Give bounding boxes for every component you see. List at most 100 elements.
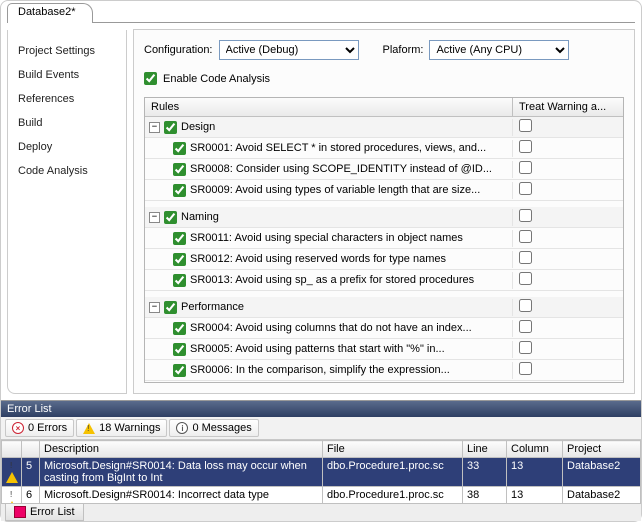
col-num[interactable]: [22, 441, 40, 458]
group-checkbox[interactable]: [164, 121, 177, 134]
rule-row[interactable]: SR0006: In the comparison, simplify the …: [145, 360, 623, 381]
rule-row[interactable]: SR0008: Consider using SCOPE_IDENTITY in…: [145, 159, 623, 180]
error-table-header: Description File Line Column Project: [2, 441, 641, 458]
treat-warning-checkbox[interactable]: [519, 182, 532, 195]
filter-warnings-button[interactable]: 18 Warnings: [76, 419, 167, 437]
col-column[interactable]: Column: [507, 441, 563, 458]
treat-warning-checkbox[interactable]: [519, 140, 532, 153]
treat-warning-checkbox[interactable]: [519, 272, 532, 285]
configuration-select[interactable]: Active (Debug): [219, 40, 359, 60]
group-checkbox[interactable]: [164, 301, 177, 314]
bottom-tabs: Error List: [1, 504, 641, 521]
rule-checkbox[interactable]: [173, 253, 186, 266]
treat-warning-checkbox[interactable]: [519, 251, 532, 264]
platform-label: Plaform:: [383, 44, 424, 56]
bottom-tab-error-list[interactable]: Error List: [5, 504, 84, 521]
rule-label: SR0006: In the comparison, simplify the …: [190, 364, 450, 376]
sidebar-item-project-settings[interactable]: Project Settings: [8, 39, 126, 63]
error-list-filters: × 0 Errors 18 Warnings i 0 Messages: [1, 417, 641, 440]
collapse-icon[interactable]: −: [149, 122, 160, 133]
filter-errors-button[interactable]: × 0 Errors: [5, 419, 74, 437]
settings-window: Database2* Project Settings Build Events…: [0, 0, 642, 522]
row-description: Microsoft.Design#SR0014: Incorrect data …: [40, 487, 323, 504]
body: Project Settings Build Events References…: [1, 23, 641, 400]
col-line[interactable]: Line: [463, 441, 507, 458]
rule-row[interactable]: SR0011: Avoid using special characters i…: [145, 228, 623, 249]
error-row[interactable]: 6Microsoft.Design#SR0014: Incorrect data…: [2, 487, 641, 504]
tab-underline: [7, 22, 635, 23]
rule-row[interactable]: SR0004: Avoid using columns that do not …: [145, 318, 623, 339]
col-description[interactable]: Description: [40, 441, 323, 458]
rule-checkbox[interactable]: [173, 322, 186, 335]
group-label: Design: [181, 121, 215, 133]
rule-checkbox[interactable]: [173, 232, 186, 245]
warning-icon: [83, 423, 95, 434]
rule-checkbox[interactable]: [173, 364, 186, 377]
rule-label: SR0011: Avoid using special characters i…: [190, 232, 463, 244]
row-num: 5: [22, 458, 40, 487]
treat-warning-checkbox[interactable]: [519, 362, 532, 375]
sidebar-item-build-events[interactable]: Build Events: [8, 63, 126, 87]
rule-label: SR0008: Consider using SCOPE_IDENTITY in…: [190, 163, 492, 175]
col-icon[interactable]: [2, 441, 22, 458]
message-icon: i: [176, 422, 188, 434]
group-checkbox[interactable]: [164, 211, 177, 224]
row-file: dbo.Procedure1.proc.sc: [323, 458, 463, 487]
rule-label: SR0001: Avoid SELECT * in stored procedu…: [190, 142, 486, 154]
enable-code-analysis-checkbox[interactable]: [144, 72, 157, 85]
rule-group[interactable]: − Design: [145, 117, 623, 138]
rule-checkbox[interactable]: [173, 184, 186, 197]
treat-warning-checkbox[interactable]: [519, 299, 532, 312]
row-line: 38: [463, 487, 507, 504]
treat-warning-checkbox[interactable]: [519, 341, 532, 354]
row-column: 13: [507, 487, 563, 504]
rule-row[interactable]: SR0013: Avoid using sp_ as a prefix for …: [145, 270, 623, 291]
rules-header-treat[interactable]: Treat Warning a...: [513, 98, 623, 116]
rule-label: SR0009: Avoid using types of variable le…: [190, 184, 480, 196]
rule-row[interactable]: SR0005: Avoid using patterns that start …: [145, 339, 623, 360]
col-project[interactable]: Project: [563, 441, 641, 458]
treat-warning-checkbox[interactable]: [519, 209, 532, 222]
warning-icon: [6, 489, 18, 504]
filter-errors-label: 0 Errors: [28, 422, 67, 434]
sidebar-item-code-analysis[interactable]: Code Analysis: [8, 159, 126, 183]
sidebar-item-build[interactable]: Build: [8, 111, 126, 135]
rule-row[interactable]: SR0012: Avoid using reserved words for t…: [145, 249, 623, 270]
tab-label: Database2*: [18, 6, 76, 18]
error-list-panel: Error List × 0 Errors 18 Warnings i 0 Me…: [1, 400, 641, 521]
rules-body[interactable]: − Design SR0001: Avoid SELECT * in stored …: [145, 117, 623, 382]
rule-row[interactable]: SR0009: Avoid using types of variable le…: [145, 180, 623, 201]
filter-messages-button[interactable]: i 0 Messages: [169, 419, 258, 437]
rules-header-rules[interactable]: Rules: [145, 98, 513, 116]
tab-database2[interactable]: Database2*: [7, 3, 93, 23]
error-row[interactable]: 5Microsoft.Design#SR0014: Data loss may …: [2, 458, 641, 487]
rule-checkbox[interactable]: [173, 163, 186, 176]
rule-checkbox[interactable]: [173, 274, 186, 287]
platform-select[interactable]: Active (Any CPU): [429, 40, 569, 60]
error-table: Description File Line Column Project 5Mi…: [1, 440, 641, 504]
rule-label: SR0013: Avoid using sp_ as a prefix for …: [190, 274, 474, 286]
sidebar-item-references[interactable]: References: [8, 87, 126, 111]
row-icon-cell: [2, 458, 22, 487]
row-project: Database2: [563, 458, 641, 487]
treat-warning-checkbox[interactable]: [519, 230, 532, 243]
rule-label: SR0005: Avoid using patterns that start …: [190, 343, 445, 355]
treat-warning-checkbox[interactable]: [519, 161, 532, 174]
error-list-tab-icon: [14, 506, 26, 518]
row-line: 33: [463, 458, 507, 487]
error-list-title: Error List: [1, 401, 641, 417]
sidebar-item-deploy[interactable]: Deploy: [8, 135, 126, 159]
rule-group[interactable]: −Naming: [145, 207, 623, 228]
row-file: dbo.Procedure1.proc.sc: [323, 487, 463, 504]
collapse-icon[interactable]: −: [149, 212, 160, 223]
treat-warning-checkbox[interactable]: [519, 320, 532, 333]
treat-warning-checkbox[interactable]: [519, 119, 532, 132]
col-file[interactable]: File: [323, 441, 463, 458]
collapse-icon[interactable]: −: [149, 302, 160, 313]
rule-row[interactable]: SR0001: Avoid SELECT * in stored procedu…: [145, 138, 623, 159]
rule-checkbox[interactable]: [173, 142, 186, 155]
group-label: Performance: [181, 301, 244, 313]
row-column: 13: [507, 458, 563, 487]
rule-checkbox[interactable]: [173, 343, 186, 356]
rule-group[interactable]: − Performance: [145, 297, 623, 318]
